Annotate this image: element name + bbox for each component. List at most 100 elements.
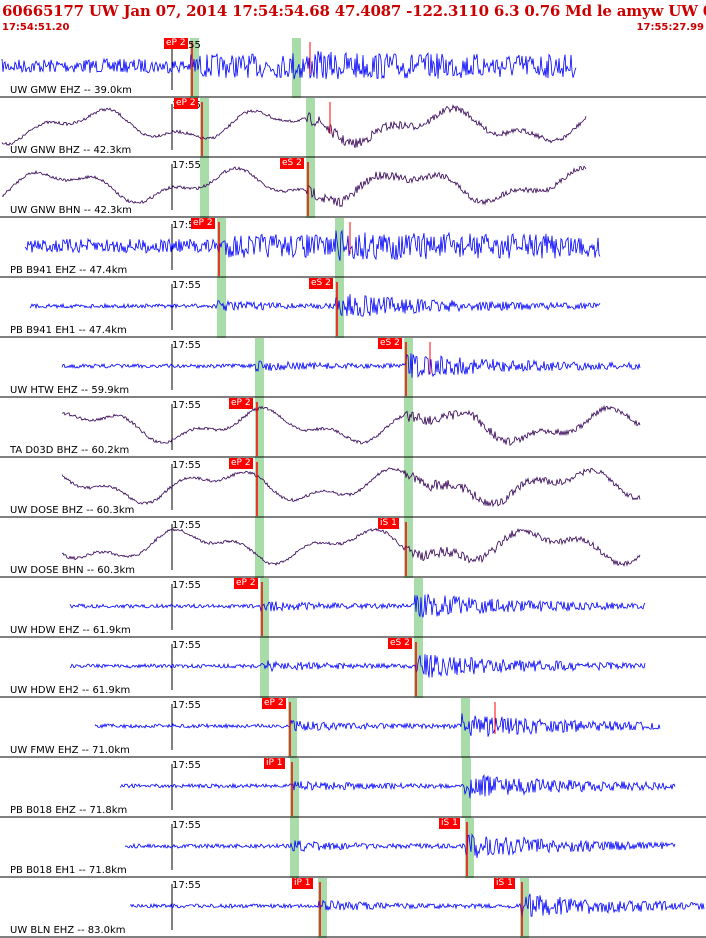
time-tick-label: 17:55	[172, 820, 201, 831]
phase-pick-label[interactable]: eP 2	[262, 698, 286, 709]
s-window	[465, 818, 474, 878]
window-start-time: 17:54:51.20	[2, 22, 70, 33]
trace-panel[interactable]	[0, 338, 706, 398]
s-window	[404, 518, 413, 578]
waveform-trace[interactable]	[61, 467, 641, 508]
time-tick-label: 17:55	[172, 280, 201, 291]
trace-panel[interactable]	[0, 638, 706, 698]
channel-label: PB B941 EHZ -- 47.4km	[10, 265, 128, 276]
trace-panel[interactable]	[0, 458, 706, 518]
trace-panel[interactable]	[0, 278, 706, 338]
p-window	[260, 638, 269, 698]
phase-pick-label[interactable]: eS 2	[280, 158, 304, 169]
waveform-trace[interactable]	[61, 527, 641, 567]
trace-panel[interactable]	[0, 218, 706, 278]
channel-label: UW HDW EHZ -- 61.9km	[10, 625, 131, 636]
phase-pick-label[interactable]: eP 2	[164, 38, 188, 49]
trace-panel[interactable]	[0, 578, 706, 638]
phase-pick-label[interactable]: iS 1	[439, 818, 460, 829]
channel-label: TA D03D BHZ -- 60.2km	[10, 445, 130, 456]
time-tick-label: 17:55	[172, 340, 201, 351]
s-window	[335, 218, 344, 278]
channel-label: UW GNW BHZ -- 42.3km	[10, 145, 132, 156]
trace-panel[interactable]	[0, 878, 706, 938]
waveform-trace[interactable]	[124, 833, 676, 859]
s-window	[335, 278, 344, 338]
waveform-trace[interactable]	[94, 713, 661, 737]
channel-label: UW BLN EHZ -- 83.0km	[10, 925, 126, 936]
p-window	[255, 458, 264, 518]
s-window	[292, 38, 301, 98]
p-window	[217, 218, 226, 278]
channel-label: UW GNW BHN -- 42.3km	[10, 205, 132, 216]
phase-pick-label[interactable]: iS 1	[494, 878, 515, 889]
time-tick-label: 17:55	[172, 160, 201, 171]
s-window	[520, 878, 529, 938]
phase-pick-label[interactable]: iP 1	[292, 878, 313, 889]
time-tick-label: 17:55	[172, 880, 201, 891]
phase-pick-label[interactable]: eP 2	[174, 98, 198, 109]
time-tick-label: 17:55	[172, 700, 201, 711]
waveform-trace[interactable]	[61, 404, 641, 446]
p-window	[217, 278, 226, 338]
channel-label: UW DOSE BHZ -- 60.3km	[10, 505, 135, 516]
channel-label: PB B018 EH1 -- 71.8km	[10, 865, 127, 876]
phase-pick-label[interactable]: iP 1	[264, 758, 285, 769]
trace-panel[interactable]	[0, 758, 706, 818]
trace-panel[interactable]	[0, 158, 706, 218]
trace-panel[interactable]	[0, 38, 706, 98]
s-window	[404, 458, 413, 518]
p-window	[255, 398, 264, 458]
time-tick-label: 17:55	[172, 580, 201, 591]
phase-pick-label[interactable]: eS 2	[378, 338, 402, 349]
s-window	[414, 638, 423, 698]
channel-label: UW DOSE BHN -- 60.3km	[10, 565, 136, 576]
p-window	[260, 578, 269, 638]
waveform-trace[interactable]	[24, 229, 601, 261]
channel-label: PB B941 EH1 -- 47.4km	[10, 325, 127, 336]
phase-pick-label[interactable]: eP 2	[229, 458, 253, 469]
s-window	[404, 398, 413, 458]
waveform-trace[interactable]	[29, 294, 601, 317]
p-window	[200, 158, 209, 218]
channel-label: UW GMW EHZ -- 39.0km	[10, 85, 132, 96]
event-title: 60665177 UW Jan 07, 2014 17:54:54.68 47.…	[2, 2, 706, 20]
waveform-trace[interactable]	[129, 893, 705, 919]
channel-label: UW HTW EHZ -- 59.9km	[10, 385, 130, 396]
p-window	[288, 698, 297, 758]
waveform-trace[interactable]	[1, 104, 587, 149]
phase-pick-label[interactable]: eS 2	[388, 638, 412, 649]
trace-panel[interactable]	[0, 98, 706, 158]
phase-pick-label[interactable]: eP 2	[229, 398, 253, 409]
p-window	[318, 878, 327, 938]
time-tick-label: 17:55	[172, 400, 201, 411]
seismogram-plot[interactable]	[0, 38, 706, 938]
window-end-time: 17:55:27.99	[636, 22, 704, 33]
time-tick-label: 17:55	[172, 760, 201, 771]
time-tick-label: 17:55	[172, 520, 201, 531]
event-header: 60665177 UW Jan 07, 2014 17:54:54.68 47.…	[0, 0, 706, 36]
waveform-trace[interactable]	[1, 165, 587, 208]
waveform-trace[interactable]	[61, 353, 641, 378]
trace-panel[interactable]	[0, 518, 706, 578]
channel-label: PB B018 EHZ -- 71.8km	[10, 805, 128, 816]
s-window	[306, 98, 315, 158]
phase-pick-label[interactable]: eP 2	[234, 578, 258, 589]
channel-label: UW FMW EHZ -- 71.0km	[10, 745, 130, 756]
p-window	[255, 338, 264, 398]
waveform-trace[interactable]	[119, 774, 676, 799]
phase-pick-label[interactable]: iS 1	[378, 518, 399, 529]
p-window	[255, 518, 264, 578]
trace-panel[interactable]	[0, 698, 706, 758]
channel-label: UW HDW EH2 -- 61.9km	[10, 685, 131, 696]
phase-pick-label[interactable]: eP 2	[191, 218, 215, 229]
trace-panel[interactable]	[0, 398, 706, 458]
waveform-trace[interactable]	[69, 654, 646, 678]
waveform-trace[interactable]	[1, 50, 577, 80]
time-tick-label: 17:55	[172, 640, 201, 651]
trace-panel[interactable]	[0, 818, 706, 878]
time-tick-label: 17:55	[172, 220, 201, 231]
phase-pick-label[interactable]: eS 2	[309, 278, 333, 289]
waveform-trace[interactable]	[69, 594, 646, 618]
